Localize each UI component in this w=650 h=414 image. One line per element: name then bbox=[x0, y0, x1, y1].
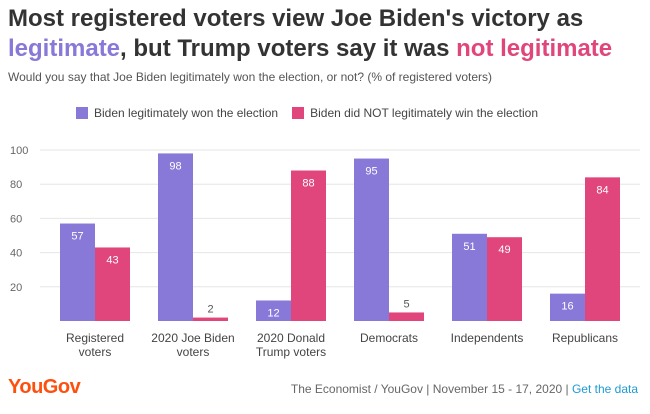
chart-title: Most registered voters view Joe Biden's … bbox=[8, 4, 644, 64]
title-middle: , but Trump voters say it was bbox=[120, 35, 457, 62]
get-data-link[interactable]: Get the data bbox=[571, 382, 638, 396]
bar-biden-legit bbox=[158, 153, 193, 321]
bar-not-legit bbox=[95, 247, 130, 321]
legend: Biden legitimately won the election Bide… bbox=[76, 106, 552, 120]
x-tick-label: Republicans bbox=[552, 331, 618, 345]
yougov-logo: YouGov bbox=[8, 376, 81, 398]
data-label: 84 bbox=[596, 184, 608, 196]
x-tick-label: Democrats bbox=[360, 331, 418, 345]
data-label: 2 bbox=[207, 304, 213, 316]
bar-not-legit bbox=[389, 312, 424, 321]
y-tick-label: 60 bbox=[10, 213, 22, 225]
data-label: 5 bbox=[403, 298, 409, 310]
bar-not-legit bbox=[291, 170, 326, 321]
y-tick-label: 20 bbox=[10, 282, 22, 294]
legend-swatch-not-legit bbox=[292, 107, 305, 119]
bar-biden-legit bbox=[354, 158, 389, 321]
legend-label-not-legit: Biden did NOT legitimately win the elect… bbox=[310, 106, 539, 120]
data-label: 16 bbox=[561, 301, 573, 313]
legend-item-biden-legit[interactable]: Biden legitimately won the election bbox=[76, 106, 278, 120]
bar-biden-legit bbox=[256, 300, 291, 321]
y-tick-label: 40 bbox=[10, 248, 22, 260]
legend-swatch-biden-legit bbox=[76, 107, 88, 119]
legend-label-biden-legit: Biden legitimately won the election bbox=[94, 106, 279, 120]
title-line-1: Most registered voters view Joe Biden's … bbox=[8, 5, 584, 32]
bar-biden-legit bbox=[452, 233, 487, 321]
source-text: The Economist / YouGov | November 15 - 1… bbox=[290, 382, 572, 396]
data-label: 98 bbox=[169, 160, 181, 172]
data-label: 43 bbox=[106, 254, 118, 266]
y-tick-label: 100 bbox=[10, 145, 28, 157]
bar-not-legit bbox=[487, 237, 522, 321]
data-label: 88 bbox=[302, 178, 314, 190]
chart-subtitle: Would you say that Joe Biden legitimatel… bbox=[8, 70, 493, 84]
x-tick-label: 2020 Donald bbox=[257, 331, 325, 345]
footer-source: The Economist / YouGov | November 15 - 1… bbox=[291, 382, 638, 396]
bar-biden-legit bbox=[60, 223, 95, 321]
data-label: 95 bbox=[365, 166, 377, 178]
x-tick-label: Independents bbox=[451, 331, 524, 345]
data-label: 12 bbox=[267, 307, 279, 319]
data-label: 51 bbox=[463, 241, 475, 253]
x-tick-label: Trump voters bbox=[256, 345, 326, 359]
x-tick-label: 2020 Joe Biden bbox=[151, 331, 234, 345]
bar-biden-legit bbox=[550, 293, 585, 321]
legend-item-not-legit[interactable]: Biden did NOT legitimately win the elect… bbox=[292, 106, 538, 120]
x-tick-label: voters bbox=[79, 345, 112, 359]
x-tick-label: Registered bbox=[66, 331, 124, 345]
title-highlight-legitimate: legitimate bbox=[8, 35, 121, 62]
bar-not-legit bbox=[585, 177, 620, 321]
data-label: 57 bbox=[71, 231, 83, 243]
title-highlight-not-legitimate: not legitimate bbox=[456, 35, 613, 62]
x-tick-label: voters bbox=[177, 345, 210, 359]
bar-not-legit bbox=[193, 317, 228, 321]
data-label: 49 bbox=[498, 244, 510, 256]
y-tick-label: 80 bbox=[10, 179, 22, 191]
